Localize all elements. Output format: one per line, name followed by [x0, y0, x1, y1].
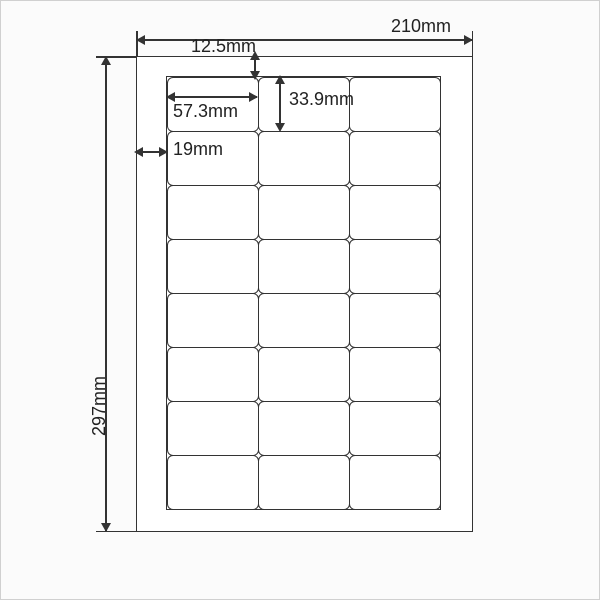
dim-line-cell-width [167, 96, 257, 98]
label-cell [258, 239, 350, 294]
label-cell [349, 347, 441, 402]
label-cell [167, 185, 259, 240]
arrow-icon [134, 147, 143, 157]
label-cell [349, 239, 441, 294]
cell-width-label: 57.3mm [173, 101, 238, 122]
arrow-icon [275, 75, 285, 84]
label-cell [258, 455, 350, 510]
label-cell [167, 293, 259, 348]
arrow-icon [275, 123, 285, 132]
width-label: 210mm [391, 16, 451, 37]
arrow-icon [250, 71, 260, 80]
cell-height-label: 33.9mm [289, 89, 354, 110]
label-cell [167, 455, 259, 510]
label-cell [349, 131, 441, 186]
label-cell [258, 131, 350, 186]
label-cell [258, 185, 350, 240]
dim-line-width [136, 39, 473, 41]
label-cell [258, 401, 350, 456]
arrow-icon [166, 92, 175, 102]
arrow-icon [101, 523, 111, 532]
label-cell [349, 401, 441, 456]
arrow-icon [101, 56, 111, 65]
label-cell [349, 293, 441, 348]
label-cell [349, 455, 441, 510]
arrow-icon [249, 92, 258, 102]
label-cell [349, 185, 441, 240]
label-cell [167, 347, 259, 402]
label-cell [167, 239, 259, 294]
label-cell [258, 293, 350, 348]
arrow-icon [159, 147, 168, 157]
height-label: 297mm [89, 376, 110, 436]
arrow-icon [464, 35, 473, 45]
label-cell [258, 347, 350, 402]
left-margin-label: 19mm [173, 139, 223, 160]
label-cell [349, 77, 441, 132]
arrow-icon [136, 35, 145, 45]
dim-line-height [105, 56, 107, 532]
top-margin-label: 12.5mm [191, 36, 256, 57]
label-cell [167, 401, 259, 456]
diagram-canvas: 210mm 12.5mm 57.3mm 33.9mm 19mm 297mm [0, 0, 600, 600]
